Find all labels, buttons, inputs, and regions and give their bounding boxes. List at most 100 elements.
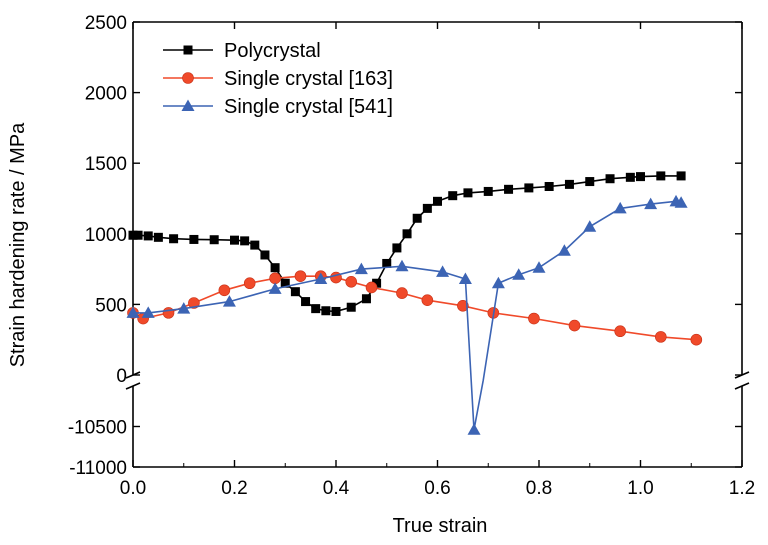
data-point-single-crystal-163 — [528, 312, 540, 325]
data-point-single-crystal-541 — [177, 302, 191, 314]
y-axis-label: Strain hardening rate / MPa — [7, 122, 29, 367]
data-point-polycrystal — [133, 230, 143, 240]
break-mark-left-bottom — [125, 382, 141, 390]
data-point-single-crystal-541 — [436, 265, 450, 277]
x-tick-label: 0.6 — [424, 478, 450, 499]
legend-label: Single crystal [163] — [224, 68, 393, 90]
data-point-single-crystal-163 — [614, 325, 627, 338]
x-tick-label: 0.4 — [323, 478, 350, 499]
x-axis-label: True strain — [393, 515, 488, 537]
data-point-single-crystal-541 — [222, 295, 236, 307]
data-point-polycrystal — [625, 172, 635, 182]
axis-break-marker — [125, 371, 750, 390]
data-point-single-crystal-163 — [345, 276, 358, 288]
data-point-polycrystal — [240, 236, 250, 246]
series-single-crystal-163 — [127, 270, 703, 346]
data-point-single-crystal-541 — [532, 261, 546, 273]
data-point-single-crystal-163 — [690, 333, 703, 346]
data-point-single-crystal-541 — [491, 276, 505, 289]
data-point-polycrystal — [280, 278, 290, 288]
data-point-polycrystal — [412, 213, 422, 223]
legend-marker — [182, 72, 194, 84]
legend-marker — [181, 99, 195, 111]
data-point-single-crystal-541 — [268, 282, 282, 294]
data-point-polycrystal — [321, 306, 331, 316]
series-layer — [126, 171, 703, 435]
y-tick-label: 2500 — [85, 13, 127, 34]
data-point-polycrystal — [169, 234, 179, 244]
data-point-polycrystal — [392, 243, 402, 253]
x-tick-label: 0.0 — [120, 478, 146, 499]
data-point-polycrystal — [153, 232, 163, 242]
data-point-polycrystal — [504, 184, 514, 194]
data-point-polycrystal — [260, 250, 270, 260]
data-point-polycrystal — [331, 306, 341, 316]
series-line-single-crystal-163 — [132, 275, 697, 341]
data-point-single-crystal-163 — [294, 270, 307, 282]
data-point-polycrystal — [189, 234, 199, 244]
x-tick-label: 0.8 — [526, 478, 552, 499]
data-point-single-crystal-163 — [457, 300, 469, 312]
data-point-polycrystal — [143, 231, 153, 241]
data-point-polycrystal — [636, 172, 645, 182]
y-tick-label: 1500 — [85, 154, 127, 175]
x-tick-label: 0.2 — [221, 478, 247, 499]
y-tick-label: 1000 — [85, 225, 127, 246]
data-point-single-crystal-163 — [365, 281, 378, 294]
data-point-polycrystal — [311, 304, 321, 314]
data-point-single-crystal-541 — [314, 272, 328, 284]
data-point-single-crystal-541 — [613, 201, 627, 214]
data-point-polycrystal — [290, 287, 300, 297]
data-point-single-crystal-541 — [512, 268, 526, 280]
data-point-polycrystal — [230, 235, 239, 245]
data-point-polycrystal — [564, 179, 574, 189]
x-tick-label: 1.2 — [729, 478, 755, 499]
data-point-polycrystal — [433, 196, 442, 206]
x-tick-label: 1.0 — [627, 478, 653, 499]
data-point-polycrystal — [544, 181, 554, 191]
series-single-crystal-541 — [126, 194, 688, 435]
data-point-polycrystal — [676, 171, 686, 181]
data-point-polycrystal — [656, 171, 666, 181]
data-point-polycrystal — [361, 294, 371, 304]
data-point-polycrystal — [483, 186, 493, 196]
legend: Polycrystal Single crystal [163] Single cr… — [163, 40, 393, 118]
x-axis-ticks: 0.0 0.2 0.4 0.6 0.8 1.0 1.2 — [120, 22, 755, 499]
data-point-polycrystal — [448, 191, 458, 201]
data-point-single-crystal-163 — [243, 277, 256, 290]
data-point-single-crystal-163 — [188, 297, 200, 309]
data-point-single-crystal-163 — [218, 284, 231, 297]
y-tick-label: 2000 — [85, 84, 127, 105]
data-point-single-crystal-541 — [141, 306, 155, 318]
data-point-polycrystal — [524, 183, 534, 193]
y-tick-label: 0 — [116, 366, 127, 387]
break-mark-right-bottom — [734, 382, 750, 390]
legend-label: Single crystal [541] — [224, 96, 393, 118]
data-point-single-crystal-541 — [674, 196, 688, 208]
data-point-single-crystal-541 — [458, 272, 472, 284]
y-axis-ticks: 0 500 1000 1500 2000 2500 -10500 -11000 — [68, 13, 742, 479]
data-point-polycrystal — [422, 203, 432, 213]
y-tick-label: -10500 — [68, 418, 127, 439]
y-tick-label: 500 — [95, 295, 127, 316]
data-point-polycrystal — [382, 258, 392, 268]
data-point-polycrystal — [585, 177, 595, 187]
data-point-single-crystal-541 — [467, 423, 481, 435]
data-point-polycrystal — [209, 235, 219, 245]
data-point-polycrystal — [346, 302, 356, 312]
data-point-polycrystal — [605, 174, 615, 184]
data-point-single-crystal-541 — [354, 262, 368, 275]
data-point-polycrystal — [301, 297, 311, 307]
data-point-polycrystal — [463, 188, 473, 198]
y-tick-label: -11000 — [69, 458, 127, 479]
data-point-polycrystal — [270, 263, 280, 273]
legend-marker — [183, 45, 193, 55]
data-point-polycrystal — [402, 229, 412, 239]
data-point-single-crystal-163 — [269, 272, 281, 285]
data-point-polycrystal — [128, 230, 138, 240]
data-point-polycrystal — [250, 240, 260, 250]
data-point-single-crystal-541 — [644, 197, 658, 210]
data-point-single-crystal-163 — [568, 319, 581, 332]
data-point-single-crystal-163 — [396, 287, 408, 299]
